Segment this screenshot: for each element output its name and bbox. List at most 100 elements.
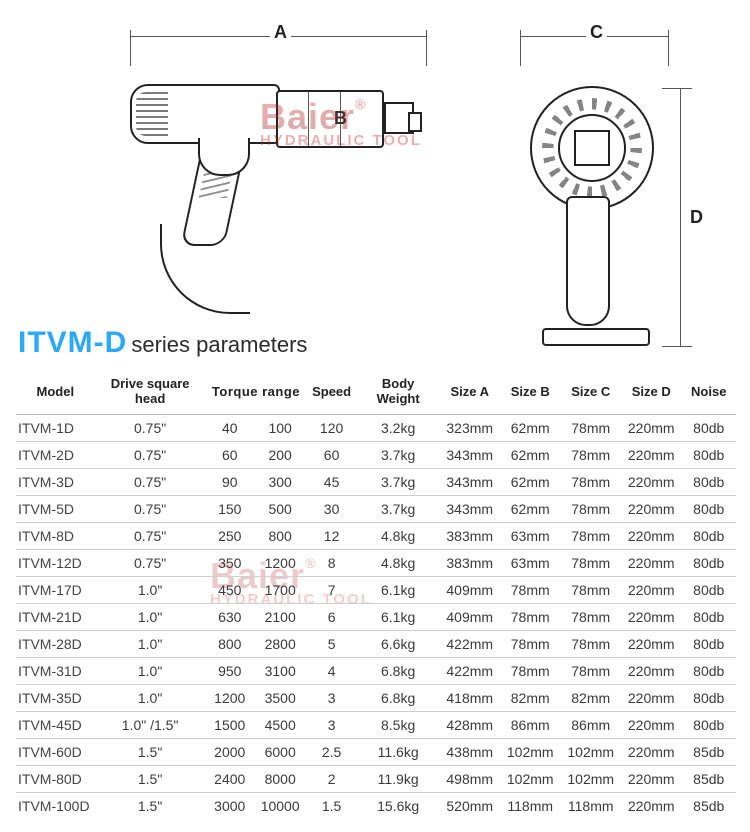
cell-torque-max: 100 — [254, 415, 306, 442]
cell-torque-min: 250 — [206, 523, 254, 550]
cell-size-a: 383mm — [439, 550, 500, 577]
cell-torque-max: 8000 — [254, 766, 306, 793]
cell-torque-min: 3000 — [206, 793, 254, 820]
cell-size-d: 220mm — [621, 550, 682, 577]
cell-noise: 80db — [681, 631, 736, 658]
cell-drive: 1.0" /1.5" — [95, 712, 206, 739]
cell-speed: 45 — [306, 469, 356, 496]
dim-tick — [668, 30, 669, 66]
cell-size-a: 409mm — [439, 604, 500, 631]
cell-torque-max: 3500 — [254, 685, 306, 712]
cell-speed: 2.5 — [306, 739, 356, 766]
cell-size-d: 220mm — [621, 523, 682, 550]
cell-drive: 1.5" — [95, 793, 206, 820]
cell-torque-min: 1200 — [206, 685, 254, 712]
cell-size-b: 86mm — [500, 712, 561, 739]
cell-speed: 1.5 — [306, 793, 356, 820]
cell-speed: 8 — [306, 550, 356, 577]
cell-noise: 80db — [681, 604, 736, 631]
cell-torque-min: 2000 — [206, 739, 254, 766]
cell-drive: 0.75" — [95, 442, 206, 469]
cell-speed: 12 — [306, 523, 356, 550]
table-row: ITVM-2D0.75"60200603.7kg343mm62mm78mm220… — [16, 442, 736, 469]
cell-size-d: 220mm — [621, 415, 682, 442]
cell-drive: 0.75" — [95, 469, 206, 496]
cell-size-a: 343mm — [439, 496, 500, 523]
col-torque: Torque range — [206, 368, 307, 415]
dim-tick — [662, 88, 692, 89]
cell-size-b: 118mm — [500, 793, 561, 820]
cell-speed: 3 — [306, 712, 356, 739]
cell-size-c: 78mm — [560, 658, 621, 685]
cell-noise: 80db — [681, 712, 736, 739]
table-row: ITVM-3D0.75"90300453.7kg343mm62mm78mm220… — [16, 469, 736, 496]
cell-speed: 7 — [306, 577, 356, 604]
cell-size-b: 82mm — [500, 685, 561, 712]
cell-size-b: 62mm — [500, 415, 561, 442]
cell-size-c: 78mm — [560, 523, 621, 550]
cell-size-d: 220mm — [621, 685, 682, 712]
col-size-b: Size B — [500, 368, 561, 415]
dim-label-d: D — [686, 207, 707, 228]
cell-model: ITVM-8D — [16, 523, 95, 550]
cell-torque-max: 1200 — [254, 550, 306, 577]
cell-size-d: 220mm — [621, 496, 682, 523]
cell-noise: 80db — [681, 442, 736, 469]
cell-speed: 120 — [306, 415, 356, 442]
cell-size-a: 422mm — [439, 631, 500, 658]
col-model: Model — [16, 368, 95, 415]
cell-drive: 0.75" — [95, 415, 206, 442]
cell-drive: 1.5" — [95, 739, 206, 766]
cell-torque-max: 4500 — [254, 712, 306, 739]
cell-size-d: 220mm — [621, 631, 682, 658]
cell-size-c: 78mm — [560, 442, 621, 469]
cell-torque-max: 500 — [254, 496, 306, 523]
dim-line-d — [680, 88, 681, 346]
cell-weight: 11.9kg — [357, 766, 440, 793]
cell-torque-max: 1700 — [254, 577, 306, 604]
cell-speed: 3 — [306, 685, 356, 712]
cell-size-a: 323mm — [439, 415, 500, 442]
cell-noise: 80db — [681, 658, 736, 685]
dim-tick — [662, 346, 692, 347]
table-row: ITVM-100D1.5"3000100001.515.6kg520mm118m… — [16, 793, 736, 820]
cell-noise: 80db — [681, 577, 736, 604]
cell-speed: 2 — [306, 766, 356, 793]
cell-weight: 15.6kg — [357, 793, 440, 820]
col-noise: Noise — [681, 368, 736, 415]
cell-model: ITVM-1D — [16, 415, 95, 442]
cell-torque-min: 350 — [206, 550, 254, 577]
cell-model: ITVM-80D — [16, 766, 95, 793]
cell-torque-min: 1500 — [206, 712, 254, 739]
cell-weight: 6.8kg — [357, 658, 440, 685]
cell-torque-max: 200 — [254, 442, 306, 469]
cell-model: ITVM-100D — [16, 793, 95, 820]
cell-size-b: 62mm — [500, 442, 561, 469]
table-row: ITVM-8D0.75"250800124.8kg383mm63mm78mm22… — [16, 523, 736, 550]
cell-speed: 60 — [306, 442, 356, 469]
cell-size-d: 220mm — [621, 469, 682, 496]
dim-tick — [520, 30, 521, 66]
table-row: ITVM-45D1.0" /1.5"1500450038.5kg428mm86m… — [16, 712, 736, 739]
cell-torque-max: 300 — [254, 469, 306, 496]
cell-model: ITVM-5D — [16, 496, 95, 523]
cell-drive: 0.75" — [95, 496, 206, 523]
cell-torque-min: 950 — [206, 658, 254, 685]
table-row: ITVM-17D1.0"450170076.1kg409mm78mm78mm22… — [16, 577, 736, 604]
cell-size-a: 343mm — [439, 469, 500, 496]
cell-size-c: 78mm — [560, 604, 621, 631]
cell-size-b: 102mm — [500, 766, 561, 793]
cell-torque-max: 2800 — [254, 631, 306, 658]
cell-size-c: 118mm — [560, 793, 621, 820]
dim-tick — [426, 30, 427, 66]
cell-weight: 3.7kg — [357, 442, 440, 469]
cell-size-b: 63mm — [500, 523, 561, 550]
cell-size-d: 220mm — [621, 793, 682, 820]
cell-drive: 1.0" — [95, 658, 206, 685]
cell-size-a: 422mm — [439, 658, 500, 685]
cell-size-d: 220mm — [621, 712, 682, 739]
cell-noise: 80db — [681, 523, 736, 550]
cell-model: ITVM-28D — [16, 631, 95, 658]
table-row: ITVM-21D1.0"630210066.1kg409mm78mm78mm22… — [16, 604, 736, 631]
dim-label-a: A — [270, 22, 291, 43]
